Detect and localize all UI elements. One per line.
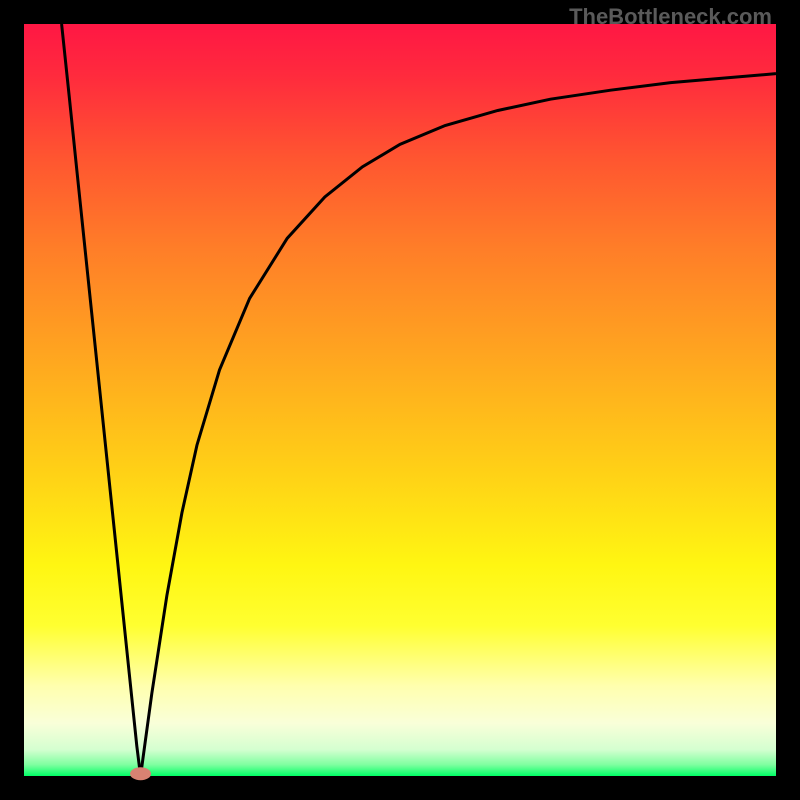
watermark-text: TheBottleneck.com xyxy=(569,4,772,30)
chart-canvas: TheBottleneck.com xyxy=(0,0,800,800)
curve-left-branch xyxy=(62,24,141,776)
minimum-marker xyxy=(131,768,151,780)
curve-right-branch xyxy=(141,74,776,776)
curve-layer xyxy=(0,0,800,800)
